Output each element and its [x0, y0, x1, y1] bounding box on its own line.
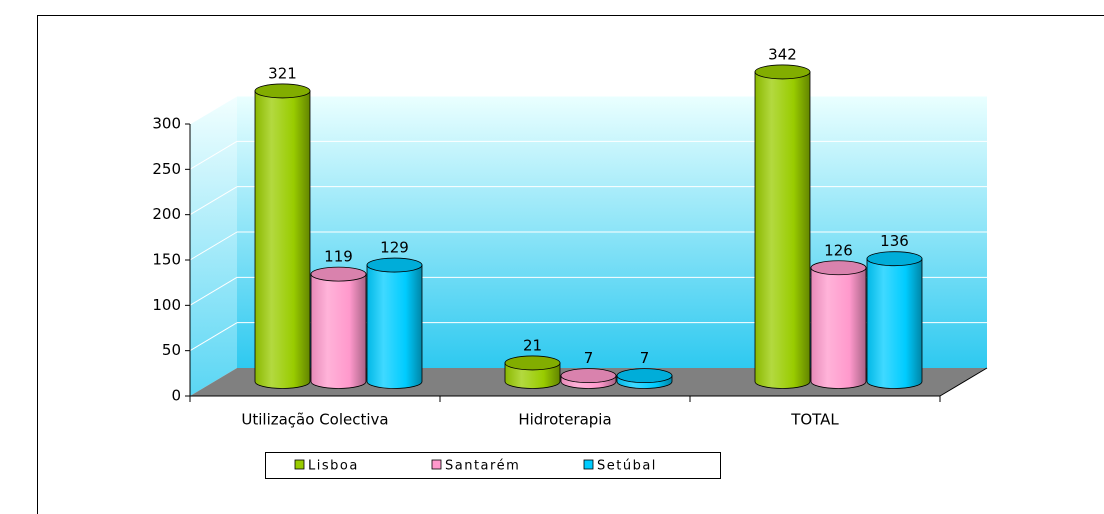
legend-label: Lisboa: [308, 459, 359, 474]
bar: [366, 257, 423, 389]
bar: [254, 83, 311, 389]
bar-body: [754, 71, 811, 389]
grid-line: [189, 276, 238, 306]
bar-top: [366, 257, 423, 273]
bar-top: [866, 251, 923, 267]
bar: [810, 260, 867, 389]
bar: [754, 64, 811, 389]
data-label: 126: [824, 241, 853, 259]
grid-line: [189, 186, 238, 216]
bar-body: [810, 267, 867, 389]
data-label: 7: [640, 349, 650, 367]
y-tick-label: 50: [162, 341, 181, 359]
bar: [616, 368, 673, 389]
bar-body: [366, 264, 423, 389]
bar-top: [616, 368, 673, 384]
legend-swatch: [583, 459, 594, 470]
bar-body: [310, 273, 367, 389]
data-label: 136: [880, 232, 909, 250]
bar-top: [560, 368, 617, 384]
bar-top: [810, 260, 867, 276]
grid-line: [189, 322, 238, 352]
y-tick-label: 250: [152, 160, 181, 178]
bar-top: [504, 355, 561, 371]
bar-body: [254, 90, 311, 389]
data-label: 7: [584, 349, 594, 367]
y-tick-label: 0: [171, 387, 181, 405]
bar-top: [310, 266, 367, 282]
bar-top: [754, 64, 811, 80]
data-label: 342: [768, 45, 797, 63]
x-tick-label: Hidroterapia: [518, 411, 611, 429]
grid-line: [189, 140, 238, 170]
bar: [866, 251, 923, 389]
data-label: 21: [523, 336, 542, 354]
grid-line: [189, 231, 238, 261]
legend-label: Setúbal: [597, 459, 657, 474]
legend: [265, 452, 721, 479]
grid-line: [189, 95, 238, 125]
y-tick-label: 150: [152, 251, 181, 269]
data-label: 119: [324, 248, 353, 266]
data-label: 321: [268, 64, 297, 82]
legend-label: Santarém: [445, 459, 520, 474]
x-tick-label: TOTAL: [790, 411, 839, 429]
bar-body: [866, 258, 923, 389]
bar: [310, 266, 367, 389]
bar: [560, 368, 617, 389]
bar: [504, 355, 561, 389]
bar-top: [254, 83, 311, 99]
y-tick-label: 200: [152, 205, 181, 223]
legend-swatch: [294, 459, 305, 470]
y-tick-label: 100: [152, 296, 181, 314]
floor-edge: [939, 367, 988, 397]
data-label: 129: [380, 239, 409, 257]
legend-swatch: [431, 459, 442, 470]
y-tick-label: 300: [152, 115, 181, 133]
x-tick-label: Utilização Colectiva: [241, 411, 388, 429]
